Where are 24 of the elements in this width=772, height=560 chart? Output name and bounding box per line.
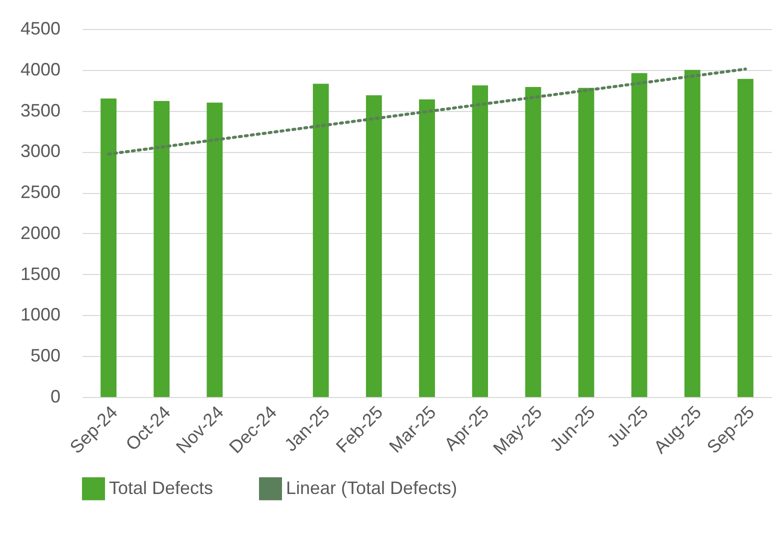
bar (684, 70, 700, 397)
bar (366, 95, 382, 397)
y-tick-label: 3000 (20, 141, 60, 162)
y-tick-label: 500 (30, 346, 60, 366)
bar (578, 88, 594, 397)
bar (525, 87, 542, 397)
bar (631, 73, 648, 397)
bar (154, 100, 170, 397)
bar (206, 102, 223, 397)
bar (419, 99, 435, 397)
bar (472, 85, 488, 397)
legend-label: Linear (Total Defects) (286, 478, 458, 498)
bar (312, 84, 329, 397)
y-tick-label: 2000 (20, 222, 60, 243)
y-tick-label: 4000 (20, 59, 60, 80)
bar (738, 78, 754, 397)
y-tick-label: 4500 (20, 18, 60, 38)
legend-label: Total Defects (109, 478, 214, 498)
y-tick-label: 1000 (20, 304, 60, 325)
y-tick-label: 3500 (20, 100, 60, 120)
y-tick-label: 0 (50, 386, 60, 406)
bar (100, 98, 116, 397)
y-tick-label: 1500 (20, 264, 60, 284)
y-tick-label: 2500 (20, 182, 60, 202)
